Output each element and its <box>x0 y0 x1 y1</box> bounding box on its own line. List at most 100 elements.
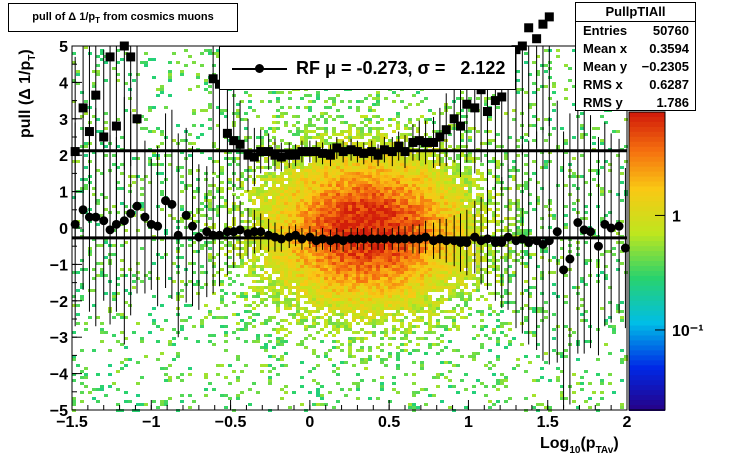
data-point-square <box>421 137 431 147</box>
data-point-circle <box>606 223 616 233</box>
data-point-circle <box>346 234 356 244</box>
y-tick-label: 2 <box>59 148 68 165</box>
x-tick-label: 0 <box>305 414 314 431</box>
data-point-circle <box>338 236 348 246</box>
data-point-circle <box>297 234 307 244</box>
data-point-square <box>538 19 548 29</box>
data-point-square <box>373 150 383 160</box>
x-tick-label: 0.5 <box>378 414 400 431</box>
y-tick-label: −1 <box>50 257 68 274</box>
data-point-square <box>91 90 101 100</box>
data-point-square <box>387 147 397 157</box>
data-point-square <box>229 136 239 146</box>
z-axis-ticks: 1 10⁻¹ <box>655 208 704 340</box>
x-tick-label: −1.5 <box>56 414 88 431</box>
data-point-circle <box>490 238 500 248</box>
legend-text: RF μ = -0.273, σ = 2.122 <box>296 58 506 78</box>
data-point-square <box>352 147 362 157</box>
data-point-square <box>111 121 121 131</box>
data-point-circle <box>544 236 554 246</box>
data-point-square <box>429 137 439 147</box>
legend-marker <box>255 64 264 73</box>
stats-row-rms-y: RMS y 1.786 <box>583 95 689 110</box>
data-point-square <box>462 99 472 109</box>
data-point-square <box>346 145 356 155</box>
data-point-circle <box>126 208 136 218</box>
data-point-square <box>544 12 554 22</box>
data-point-circle <box>194 232 204 242</box>
data-point-square <box>359 148 369 158</box>
data-point-circle <box>400 234 410 244</box>
data-point-square <box>332 143 342 153</box>
x-tick-label: 1 <box>464 414 473 431</box>
data-point-circle <box>249 227 259 237</box>
y-tick-label: −4 <box>50 367 68 384</box>
data-point-square <box>400 147 410 157</box>
data-point-square <box>132 114 142 124</box>
data-point-circle <box>503 232 513 242</box>
data-point-circle <box>222 227 232 237</box>
data-point-circle <box>456 238 465 248</box>
data-point-circle <box>524 238 534 248</box>
data-point-circle <box>552 227 562 237</box>
chart-title: pull of Δ 1/pT from cosmics muons <box>8 3 238 32</box>
data-point-square <box>456 121 465 131</box>
data-point-circle <box>394 234 404 244</box>
data-point-circle <box>462 238 472 248</box>
data-point-circle <box>208 230 218 240</box>
data-point-circle <box>373 234 383 244</box>
data-point-circle <box>91 212 101 222</box>
data-point-circle <box>441 236 451 246</box>
data-point-square <box>497 92 507 102</box>
stats-row-entries: Entries 50760 <box>583 23 689 38</box>
data-point-square <box>297 147 307 157</box>
data-point-circle <box>379 234 389 244</box>
y-axis-ticks: −5 −4 −3 −2 −1 0 1 2 3 4 5 <box>50 39 82 420</box>
data-point-circle <box>559 265 569 275</box>
y-tick-label: −3 <box>50 330 68 347</box>
data-point-square <box>276 152 286 162</box>
data-point-square <box>222 128 232 138</box>
data-point-square <box>208 74 218 84</box>
data-point-square <box>367 147 377 157</box>
stats-row-mean-y: Mean y −0.2305 <box>583 59 689 74</box>
data-point-square <box>325 150 335 160</box>
data-point-circle <box>119 216 129 226</box>
data-point-square <box>70 147 80 157</box>
data-point-circle <box>408 234 418 244</box>
data-point-circle <box>188 221 198 231</box>
color-palette <box>628 111 666 411</box>
y-tick-label: −2 <box>50 294 68 311</box>
data-point-circle <box>140 212 150 222</box>
x-axis-ticks: −1.5 −1 −0.5 0 0.5 1 1.5 2 <box>56 400 632 431</box>
data-point-square <box>311 147 321 157</box>
x-tick-label: −1 <box>142 414 160 431</box>
x-tick-label: 1.5 <box>537 414 559 431</box>
x-tick-label: −0.5 <box>215 414 247 431</box>
data-point-square <box>119 41 129 51</box>
data-point-square <box>511 45 521 55</box>
data-point-circle <box>359 234 369 244</box>
data-point-circle <box>181 210 191 220</box>
data-point-square <box>78 103 88 113</box>
data-point-square <box>270 150 280 160</box>
data-point-square <box>249 152 259 162</box>
stats-row-mean-x: Mean x 0.3594 <box>583 41 689 56</box>
data-point-square <box>435 132 445 142</box>
data-point-circle <box>387 234 397 244</box>
data-point-square <box>470 103 480 113</box>
data-point-circle <box>256 227 266 237</box>
data-point-circle <box>593 241 603 251</box>
stats-title: PullpTIAll <box>576 3 695 22</box>
data-point-square <box>243 150 253 160</box>
data-point-circle <box>173 230 183 240</box>
data-point-circle <box>167 199 177 209</box>
data-point-square <box>414 136 424 146</box>
data-point-circle <box>586 227 596 237</box>
data-point-square <box>284 150 294 160</box>
data-point-circle <box>276 234 286 244</box>
data-point-square <box>84 127 94 137</box>
y-tick-label: 3 <box>59 112 68 129</box>
x-axis-label: Log10(pTAv) <box>540 435 619 456</box>
